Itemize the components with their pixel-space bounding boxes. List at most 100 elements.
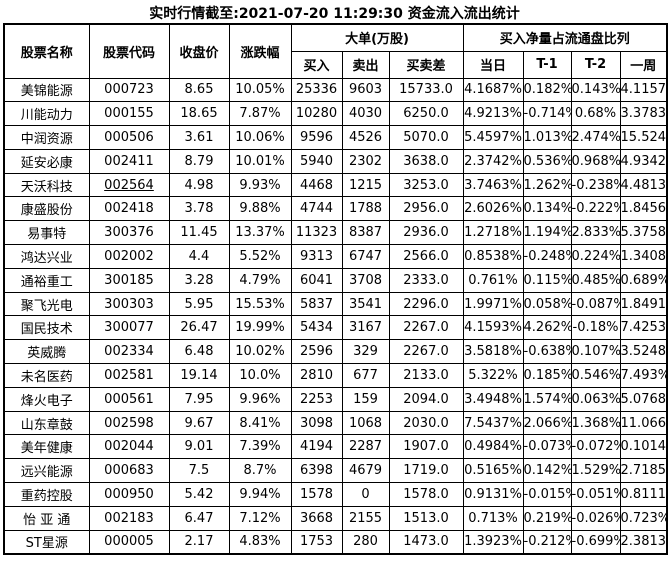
- ratio-t2-cell: 0.485%: [570, 267, 621, 293]
- ratio-t2-cell: -0.087%: [570, 291, 621, 317]
- stock-code-cell[interactable]: 000506: [88, 125, 170, 150]
- stock-code-cell[interactable]: 300077: [88, 315, 170, 341]
- ratio-day-cell: 3.7463%: [462, 172, 524, 198]
- ratio-day-cell: 0.5165%: [462, 458, 524, 484]
- buy-sell-diff-cell: 2936.0: [388, 220, 464, 246]
- table-row: 未名医药 002581 19.14 10.0% 2810 677 2133.0 …: [3, 363, 668, 388]
- stock-name-cell[interactable]: 美锦能源: [3, 77, 90, 103]
- ratio-t2-cell: 0.063%: [570, 386, 621, 412]
- stock-code-cell[interactable]: 000155: [88, 101, 170, 127]
- ratio-day-cell: 4.1593%: [462, 315, 524, 341]
- ratio-day-cell: 2.6026%: [462, 196, 524, 222]
- stock-name-cell[interactable]: 延安必康: [3, 148, 90, 174]
- stock-code-cell[interactable]: 002002: [88, 244, 170, 269]
- stock-code-cell[interactable]: 002334: [88, 339, 170, 365]
- buy-volume-cell: 25336: [290, 77, 343, 103]
- ratio-t2-cell: -0.222%: [570, 196, 621, 222]
- stock-code-cell[interactable]: 300376: [88, 220, 170, 246]
- change-pct-cell: 19.99%: [228, 315, 292, 341]
- stock-code-cell[interactable]: 000683: [88, 458, 170, 484]
- stock-name-cell[interactable]: 国民技术: [3, 315, 90, 341]
- stock-code-cell[interactable]: 002418: [88, 196, 170, 222]
- stock-code-cell[interactable]: 000950: [88, 482, 170, 507]
- stock-code-cell[interactable]: 300185: [88, 267, 170, 293]
- stock-code-cell[interactable]: 002044: [88, 434, 170, 460]
- buy-sell-diff-cell: 2566.0: [388, 244, 464, 269]
- sell-volume-cell: 329: [341, 339, 390, 365]
- buy-volume-cell: 6398: [290, 458, 343, 484]
- stock-code-cell[interactable]: 002564: [88, 172, 170, 198]
- buy-volume-cell: 5940: [290, 148, 343, 174]
- stock-code-cell[interactable]: 002598: [88, 410, 170, 436]
- stock-name-cell[interactable]: 聚飞光电: [3, 291, 90, 317]
- stock-name-cell[interactable]: 怡 亚 通: [3, 505, 90, 531]
- stock-name-cell[interactable]: ST星源: [3, 529, 90, 555]
- ratio-t2-cell: 1.529%: [570, 458, 621, 484]
- change-pct-cell: 9.88%: [228, 196, 292, 222]
- table-row: 天沃科技 002564 4.98 9.93% 4468 1215 3253.0 …: [3, 172, 668, 198]
- ratio-t1-cell: 0.219%: [522, 505, 572, 531]
- close-price-cell: 4.98: [168, 172, 230, 198]
- col-header-stock-name: 股票名称: [3, 23, 90, 79]
- ratio-t1-cell: -0.015%: [522, 482, 572, 507]
- ratio-week-cell: 0.723%: [619, 505, 668, 531]
- stock-code-cell[interactable]: 300303: [88, 291, 170, 317]
- col-group-big-orders: 大单(万股): [290, 23, 464, 52]
- stock-code-cell[interactable]: 000723: [88, 77, 170, 103]
- stock-name-cell[interactable]: 重药控股: [3, 482, 90, 507]
- sell-volume-cell: 3167: [341, 315, 390, 341]
- change-pct-cell: 7.12%: [228, 505, 292, 531]
- stock-name-cell[interactable]: 康盛股份: [3, 196, 90, 222]
- table-row: 怡 亚 通 002183 6.47 7.12% 3668 2155 1513.0…: [3, 505, 668, 531]
- stock-code-cell[interactable]: 000005: [88, 529, 170, 555]
- change-pct-cell: 4.79%: [228, 267, 292, 293]
- ratio-week-cell: 5.3758%: [619, 220, 668, 246]
- ratio-t2-cell: 0.107%: [570, 339, 621, 365]
- buy-sell-diff-cell: 3253.0: [388, 172, 464, 198]
- buy-volume-cell: 2596: [290, 339, 343, 365]
- close-price-cell: 6.47: [168, 505, 230, 531]
- ratio-day-cell: 4.9213%: [462, 101, 524, 127]
- ratio-t2-cell: -0.051%: [570, 482, 621, 507]
- buy-sell-diff-cell: 1473.0: [388, 529, 464, 555]
- stock-name-cell[interactable]: 英威腾: [3, 339, 90, 365]
- ratio-t1-cell: 0.115%: [522, 267, 572, 293]
- buy-volume-cell: 4744: [290, 196, 343, 222]
- stock-code-cell[interactable]: 000561: [88, 386, 170, 412]
- stock-code-cell[interactable]: 002411: [88, 148, 170, 174]
- table-row: 烽火电子 000561 7.95 9.96% 2253 159 2094.0 3…: [3, 386, 668, 412]
- close-price-cell: 5.42: [168, 482, 230, 507]
- buy-volume-cell: 9596: [290, 125, 343, 150]
- stock-code-cell[interactable]: 002183: [88, 505, 170, 531]
- change-pct-cell: 10.02%: [228, 339, 292, 365]
- sell-volume-cell: 2155: [341, 505, 390, 531]
- col-header-stock-code: 股票代码: [88, 23, 170, 79]
- buy-volume-cell: 5434: [290, 315, 343, 341]
- stock-name-cell[interactable]: 山东章鼓: [3, 410, 90, 436]
- stock-name-cell[interactable]: 美年健康: [3, 434, 90, 460]
- ratio-day-cell: 0.9131%: [462, 482, 524, 507]
- ratio-week-cell: 7.493%: [619, 363, 668, 388]
- sell-volume-cell: 280: [341, 529, 390, 555]
- stock-code-cell[interactable]: 002581: [88, 363, 170, 388]
- stock-name-cell[interactable]: 未名医药: [3, 363, 90, 388]
- stock-name-cell[interactable]: 易事特: [3, 220, 90, 246]
- stock-name-cell[interactable]: 烽火电子: [3, 386, 90, 412]
- close-price-cell: 9.67: [168, 410, 230, 436]
- stock-name-cell[interactable]: 通裕重工: [3, 267, 90, 293]
- stock-name-cell[interactable]: 鸿达兴业: [3, 244, 90, 269]
- table-body: 美锦能源 000723 8.65 10.05% 25336 9603 15733…: [3, 77, 668, 555]
- stock-name-cell[interactable]: 中润资源: [3, 125, 90, 150]
- ratio-t1-cell: 0.182%: [522, 77, 572, 103]
- stock-name-cell[interactable]: 远兴能源: [3, 458, 90, 484]
- col-header-buy-sell-diff: 买卖差: [388, 50, 464, 79]
- buy-volume-cell: 9313: [290, 244, 343, 269]
- ratio-week-cell: 3.5248%: [619, 339, 668, 365]
- ratio-t1-cell: -0.073%: [522, 434, 572, 460]
- change-pct-cell: 9.93%: [228, 172, 292, 198]
- ratio-t1-cell: 0.185%: [522, 363, 572, 388]
- stock-name-cell[interactable]: 天沃科技: [3, 172, 90, 198]
- ratio-day-cell: 0.4984%: [462, 434, 524, 460]
- stock-name-cell[interactable]: 川能动力: [3, 101, 90, 127]
- sell-volume-cell: 8387: [341, 220, 390, 246]
